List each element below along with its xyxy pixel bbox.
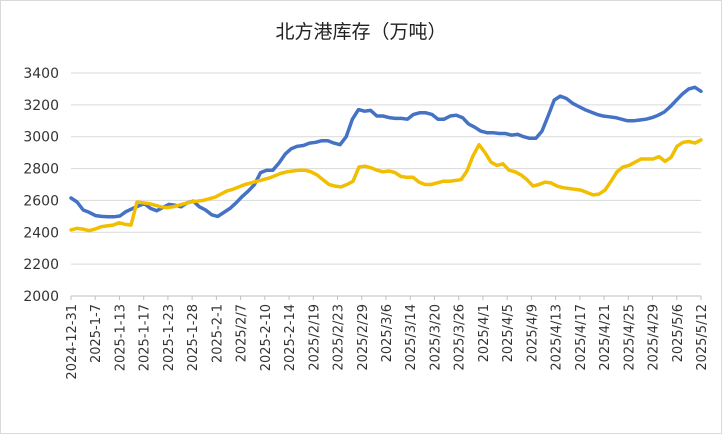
x-tick-label: 2025/2/7 [235,304,250,362]
x-tick-label: 2025/5/12 [695,304,710,371]
y-tick-label: 3400 [23,66,59,82]
y-tick-label: 3000 [23,130,59,146]
x-tick-label: 2025/2/23 [332,304,347,371]
x-tick-label: 2025-1-13 [113,304,128,371]
x-tick-label: 2025/4/13 [550,304,565,371]
x-tick-label: 2025/4/21 [598,304,613,371]
x-tick-label: 2025-2-1 [210,304,225,363]
y-tick-label: 2000 [23,289,59,305]
chart-title: 北方港库存（万吨） [275,21,447,43]
x-tick-label: 2025/5/6 [671,304,686,362]
x-tick-label: 2025-1-28 [186,304,201,371]
x-tick-label: 2025/4/29 [647,304,662,371]
x-tick-label: 2025-1-7 [89,304,104,363]
x-tick-label: 2025/4/17 [574,304,589,371]
x-tick-label: 2025-2-14 [283,304,298,371]
y-tick-label: 2800 [23,162,59,178]
series-line-1 [69,85,703,219]
x-tick-label: 2025/4/25 [622,304,637,371]
x-tick-label: 2025/4/5 [501,304,516,362]
x-tick-label: 2025/2/19 [307,304,322,371]
series-line-2 [69,138,703,233]
x-tick-label: 2025/4/1 [477,304,492,362]
x-tick-label: 2025-1-17 [138,304,153,371]
x-tick-label: 2025-2-10 [259,304,274,371]
y-tick-label: 3200 [23,98,59,114]
x-tick-label: 2025/2/29 [356,304,371,371]
x-tick-label: 2025/4/9 [525,304,540,362]
y-tick-label: 2400 [23,225,59,241]
y-tick-label: 2200 [23,257,59,273]
x-tick-label: 2025-1-23 [162,304,177,371]
x-tick-label: 2024-12-31 [65,304,80,380]
x-tick-label: 2025/3/14 [404,304,419,371]
x-tick-label: 2025/3/20 [428,304,443,371]
x-tick-label: 2025/3/26 [453,304,468,371]
y-tick-label: 2600 [23,193,59,209]
x-tick-label: 2025/3/6 [380,304,395,362]
